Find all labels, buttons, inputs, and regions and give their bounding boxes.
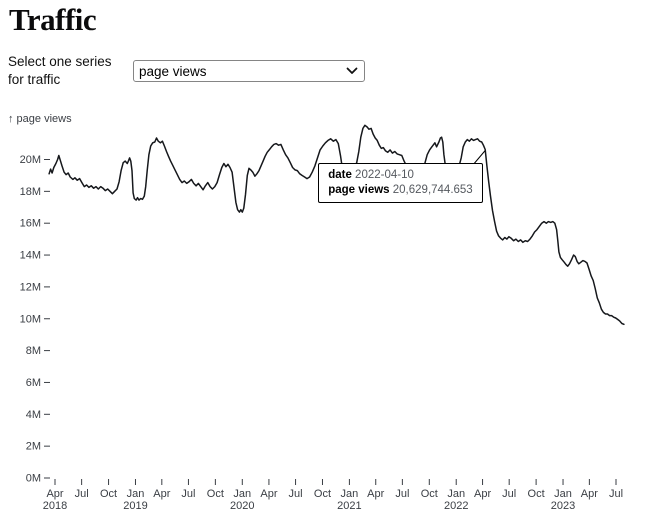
y-tick-label: 6M (26, 377, 41, 389)
x-tick-month: Jul (289, 488, 303, 500)
x-tick-month: Jan (341, 488, 359, 500)
x-tick-month: Apr (153, 488, 170, 500)
x-tick-month: Oct (421, 488, 438, 500)
tooltip-series-value: 20,629,744.653 (392, 183, 473, 196)
y-tick-label: 10M (20, 313, 41, 325)
x-tick-year: 2020 (230, 500, 254, 512)
x-tick-year: 2022 (444, 500, 468, 512)
y-tick-label: 4M (26, 409, 41, 421)
y-tick-label: 16M (20, 218, 41, 230)
tooltip-series-label: page views (328, 183, 390, 196)
x-tick-year: 2021 (337, 500, 361, 512)
x-tick-month: Jul (75, 488, 89, 500)
x-tick-month: Jan (233, 488, 251, 500)
x-tick-month: Oct (100, 488, 117, 500)
x-tick-month: Oct (207, 488, 224, 500)
y-tick-label: 2M (26, 441, 41, 453)
x-tick-month: Jul (395, 488, 409, 500)
y-tick-label: 18M (20, 186, 41, 198)
x-tick-month: Apr (260, 488, 277, 500)
y-tick-label: 0M (26, 473, 41, 485)
x-tick-month: Oct (528, 488, 545, 500)
y-axis-label: ↑ page views (8, 113, 72, 125)
y-axis: 0M 2M 4M 6M 8M 10M 12M 14M 16M 18M 20M (20, 154, 50, 485)
tooltip-pointer (473, 150, 486, 164)
x-tick-month: Jul (181, 488, 195, 500)
x-tick-month: Jan (127, 488, 145, 500)
x-tick-month: Apr (474, 488, 491, 500)
y-tick-label: 8M (26, 345, 41, 357)
x-tick-year: 2018 (43, 500, 67, 512)
tooltip-value-row: page views 20,629,744.653 (328, 183, 473, 198)
x-tick-month: Jan (554, 488, 572, 500)
x-tick-year: 2019 (123, 500, 147, 512)
series-select[interactable]: page views (133, 60, 365, 82)
x-tick-month: Apr (581, 488, 598, 500)
x-tick-month: Jul (609, 488, 623, 500)
x-tick-month: Jul (502, 488, 516, 500)
x-tick-month: Apr (46, 488, 63, 500)
x-tick-year: 2023 (551, 500, 575, 512)
y-tick-label: 14M (20, 250, 41, 262)
series-select-label: Select one series for traffic (8, 54, 112, 87)
y-tick-label: 20M (20, 154, 41, 166)
tooltip-date-label: date (328, 169, 352, 181)
traffic-line[interactable] (48, 124, 625, 326)
x-tick-month: Oct (314, 488, 331, 500)
page-title: Traffic (9, 2, 97, 37)
tooltip-date-value: 2022-04-10 (355, 169, 414, 181)
tooltip-date-row: date 2022-04-10 (328, 168, 473, 183)
y-tick-label: 12M (20, 281, 41, 293)
x-tick-month: Jan (447, 488, 465, 500)
chart-tooltip: date 2022-04-10 page views 20,629,744.65… (318, 163, 483, 203)
x-tick-month: Apr (367, 488, 384, 500)
